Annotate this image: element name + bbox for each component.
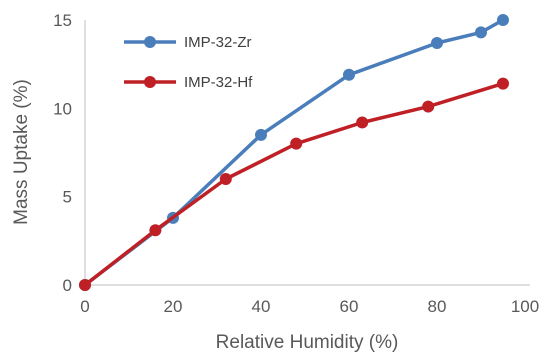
- y-tick-label: 10: [53, 99, 72, 118]
- data-point-imp-32-hf: [356, 116, 369, 129]
- data-point-imp-32-zr: [497, 14, 509, 26]
- legend-label-zr: IMP-32-Zr: [184, 34, 252, 51]
- data-point-imp-32-zr: [475, 26, 487, 39]
- y-axis-title: Mass Uptake (%): [11, 79, 32, 225]
- data-point-imp-32-hf: [422, 100, 435, 113]
- legend-item-zr: IMP-32-Zr: [124, 34, 252, 51]
- y-tick-label: 15: [53, 11, 72, 30]
- y-tick-label: 5: [63, 188, 72, 207]
- x-tick-label: 80: [428, 297, 447, 316]
- series-layer: [79, 14, 509, 291]
- data-point-imp-32-zr: [343, 68, 355, 81]
- x-tick-labels: 0 20 40 60 80 100: [80, 297, 539, 316]
- legend-marker-hf: [144, 76, 156, 88]
- y-tick-labels: 0 5 10 15: [53, 11, 72, 295]
- x-tick-label: 60: [340, 297, 359, 316]
- data-point-imp-32-hf: [149, 224, 162, 237]
- x-axis-title: Relative Humidity (%): [216, 332, 399, 353]
- series-line-imp-32-zr: [83, 18, 504, 287]
- x-tick-label: 40: [252, 297, 271, 316]
- data-point-imp-32-zr: [431, 36, 443, 49]
- y-tick-label: 0: [63, 276, 72, 295]
- data-point-imp-32-zr: [255, 128, 267, 141]
- data-point-imp-32-hf: [497, 77, 509, 90]
- x-tick-label: 100: [511, 297, 539, 316]
- legend-marker-zr: [144, 36, 156, 48]
- legend-label-hf: IMP-32-Hf: [184, 74, 253, 91]
- data-point-imp-32-hf: [290, 137, 303, 150]
- x-tick-label: 20: [164, 297, 183, 316]
- legend-item-hf: IMP-32-Hf: [124, 74, 253, 91]
- x-tick-label: 0: [80, 297, 89, 316]
- data-point-imp-32-hf: [79, 279, 91, 291]
- data-point-imp-32-hf: [219, 173, 232, 185]
- legend: IMP-32-Zr IMP-32-Hf: [124, 34, 253, 91]
